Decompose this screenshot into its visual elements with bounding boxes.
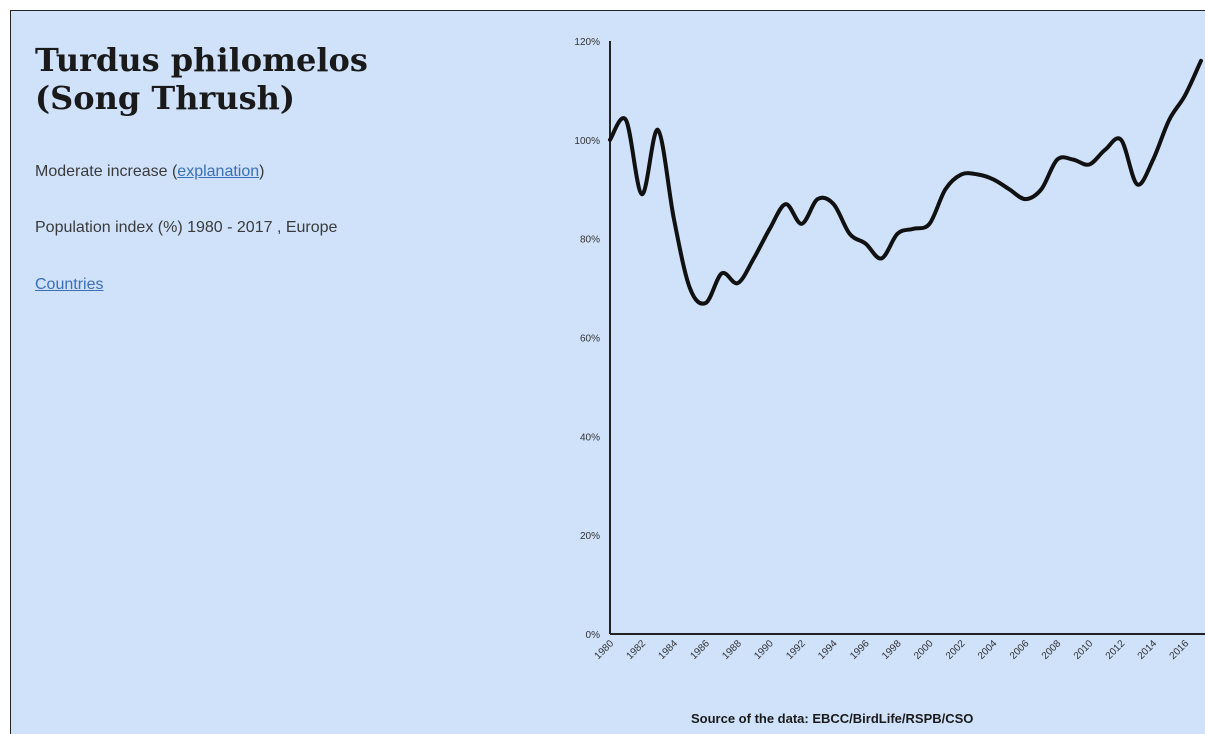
trend-status-text: Moderate increase ( bbox=[35, 163, 178, 180]
x-tick-label: 1996 bbox=[848, 638, 872, 662]
y-tick-label: 100% bbox=[574, 136, 600, 147]
x-tick-label: 2002 bbox=[944, 638, 968, 662]
x-tick-label: 2010 bbox=[1072, 638, 1096, 662]
x-tick-label: 1990 bbox=[752, 638, 776, 662]
series-line bbox=[608, 58, 1203, 306]
x-tick-label: 1994 bbox=[816, 638, 840, 662]
trend-status-close: ) bbox=[259, 163, 265, 180]
x-tick-label: 2006 bbox=[1008, 638, 1032, 662]
explanation-link[interactable]: explanation bbox=[177, 163, 260, 180]
y-tick-label: 20% bbox=[580, 531, 600, 542]
data-source-label: Source of the data: EBCC/BirdLife/RSPB/C… bbox=[691, 711, 973, 726]
y-tick-label: 60% bbox=[580, 334, 600, 345]
title-line-2: (Song Thrush) bbox=[35, 79, 295, 117]
x-tick-label: 1984 bbox=[657, 638, 681, 662]
x-tick-label: 1992 bbox=[784, 638, 808, 662]
countries-wrapper: Countries bbox=[35, 276, 103, 294]
x-tick-label: 2000 bbox=[912, 638, 936, 662]
x-tick-label: 1986 bbox=[688, 638, 712, 662]
countries-link[interactable]: Countries bbox=[35, 276, 104, 293]
y-tick-label: 0% bbox=[586, 630, 601, 641]
y-tick-label: 80% bbox=[580, 235, 600, 246]
x-tick-label: 1998 bbox=[880, 638, 904, 662]
y-tick-label: 40% bbox=[580, 432, 600, 443]
x-tick-label: 2012 bbox=[1104, 638, 1128, 662]
y-tick-label: 120% bbox=[574, 37, 600, 48]
y-axis-ticks: 0% 20% 40% 60% 80% 100% 120% bbox=[574, 37, 600, 641]
population-index-chart: 0%20%40%60%80%100%120% 1980 1982 1984 1986 1… bbox=[574, 37, 1205, 726]
x-tick-label: 2008 bbox=[1040, 638, 1064, 662]
x-tick-label: 1980 bbox=[593, 638, 617, 662]
page-frame: Turdus philomelos (Song Thrush) Moderate… bbox=[10, 10, 1205, 734]
index-description: Population index (%) 1980 - 2017 , Europ… bbox=[35, 219, 338, 236]
x-tick-label: 2014 bbox=[1136, 638, 1160, 662]
x-axis-ticks: 1980 1982 1984 1986 1988 1990 1992 1994 1996 1998… bbox=[593, 638, 1192, 662]
page-title: Turdus philomelos (Song Thrush) bbox=[35, 41, 475, 117]
x-tick-label: 1988 bbox=[720, 638, 744, 662]
title-line-1: Turdus philomelos bbox=[35, 41, 368, 79]
trend-status: Moderate increase (explanation) bbox=[35, 163, 264, 181]
x-tick-label: 2004 bbox=[976, 638, 1000, 662]
x-tick-label: 1982 bbox=[625, 638, 649, 662]
x-tick-label: 2016 bbox=[1168, 638, 1192, 662]
